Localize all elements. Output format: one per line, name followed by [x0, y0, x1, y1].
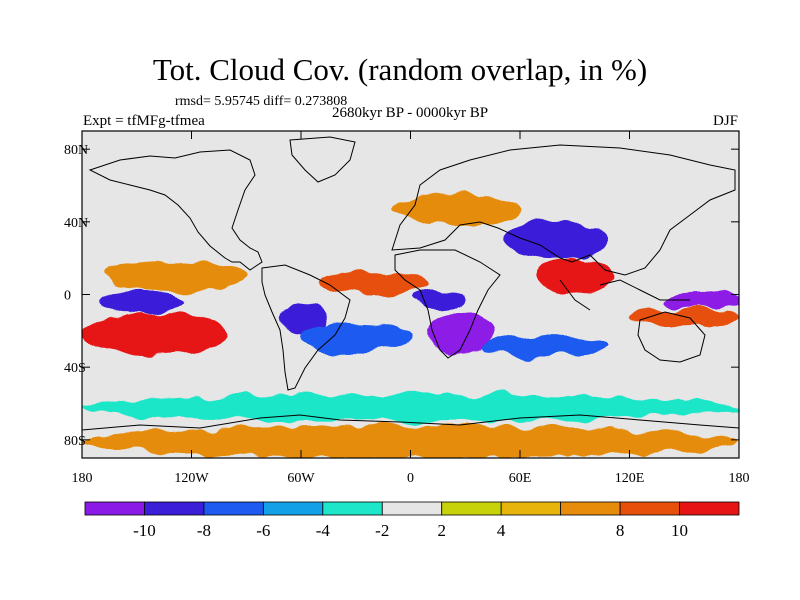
x-tick-label: 60E [509, 471, 532, 486]
contour-region-west-pacific-negative [666, 290, 739, 310]
experiment-label: Expt = tfMFg-tfmea [83, 113, 205, 129]
coastline-antarctica [82, 414, 739, 431]
x-tick-label: 180 [72, 471, 93, 486]
x-tick-label: 60W [287, 471, 315, 486]
contour-region-india-positive [538, 258, 612, 295]
x-tick-label: 120E [615, 471, 645, 486]
contour-region-equatorial-pacific-negative [100, 290, 183, 313]
y-tick-label: 0 [64, 289, 71, 304]
period-label: 2680kyr BP - 0000kyr BP [331, 105, 489, 121]
colorbar-label: 2 [437, 521, 446, 540]
contour-region-east-pacific-positive [82, 312, 228, 357]
contour-region-indian-ocean-negative-band [483, 334, 612, 359]
contour-region-asia-negative [501, 221, 612, 259]
colorbar-box [679, 501, 740, 516]
colorbar: -10 -8 -6 -4 -2 2 4 8 10 [84, 501, 740, 540]
colorbar-box [619, 501, 680, 516]
contour-region-antarctic-positive [82, 425, 739, 458]
coastline-north-america [88, 149, 263, 271]
coastline-greenland [289, 136, 356, 183]
coastline-africa [394, 249, 501, 359]
colorbar-label: -4 [316, 521, 331, 540]
x-tick-label: 120W [174, 471, 209, 486]
x-tick-label: 180 [729, 471, 750, 486]
colorbar-label: -10 [133, 521, 156, 540]
coastline-eurasia [391, 144, 736, 276]
colorbar-label: -8 [197, 521, 211, 540]
colorbar-label: -2 [375, 521, 389, 540]
colorbar-label: 10 [671, 521, 688, 540]
coastline-south-america [261, 264, 351, 391]
y-tick-label: 40S [64, 361, 86, 376]
contour-map: 180 120W 60W 0 60E 120E 180 80N 40N 0 40S 80S [64, 130, 750, 486]
colorbar-label: -6 [256, 521, 270, 540]
coastline-maritime-continent [559, 279, 690, 311]
coastlines [82, 136, 739, 431]
contour-region-southern-africa-negative [428, 312, 493, 353]
colorbar-box [381, 501, 443, 516]
contour-region-africa-negative [410, 290, 466, 310]
colorbar-box [441, 501, 502, 516]
stats-label: rmsd= 5.95745 diff= 0.273808 [175, 94, 348, 109]
contour-region-south-atlantic-negative-band [301, 321, 411, 353]
colorbar-box [144, 501, 205, 516]
contour-region-tropical-north-pacific-positive [100, 261, 247, 291]
contour-region-north-atlantic-positive [392, 194, 520, 226]
coastline-australia [637, 311, 706, 363]
season-label: DJF [712, 113, 738, 129]
y-tick-label: 80S [64, 434, 86, 449]
colorbar-box [560, 501, 621, 516]
colorbar-box [500, 501, 562, 516]
colorbar-box [262, 501, 324, 516]
map-title: Tot. Cloud Cov. (random overlap, in %) [152, 52, 648, 87]
colorbar-label: 4 [497, 521, 506, 540]
colorbar-box [203, 501, 264, 516]
y-tick-label: 80N [64, 143, 88, 158]
y-tick-label: 40N [64, 216, 88, 231]
colorbar-box [322, 501, 383, 516]
contour-fills [82, 194, 739, 458]
colorbar-label: 8 [616, 521, 625, 540]
contour-region-pacific-positive [629, 309, 739, 328]
contour-region-atlantic-positive [319, 272, 429, 295]
colorbar-box [84, 501, 145, 516]
axis-tick-labels: 180 120W 60W 0 60E 120E 180 80N 40N 0 40S 80S [64, 143, 750, 486]
x-tick-label: 0 [407, 471, 414, 486]
axis-ticks [81, 131, 740, 458]
contour-region-southern-ocean-negative-band [82, 394, 739, 422]
